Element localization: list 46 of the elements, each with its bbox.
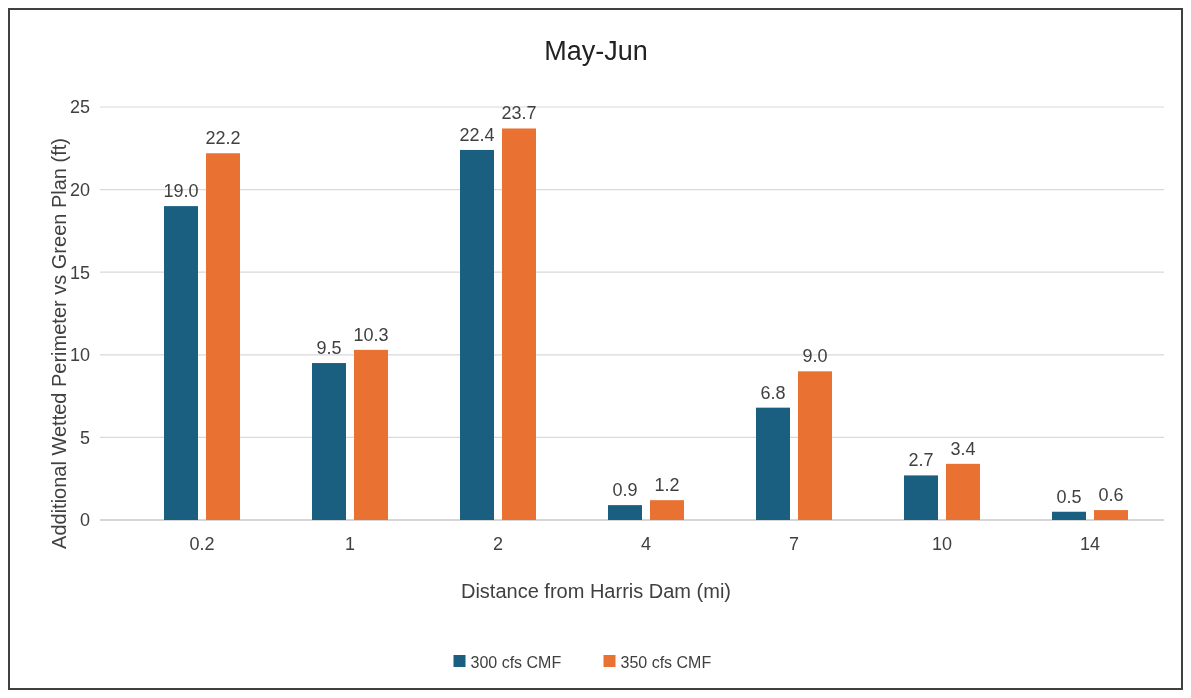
data-label: 19.0 [163,181,199,202]
x-tick-label: 1 [344,534,356,554]
bar [946,463,980,520]
data-label: 2.7 [908,450,934,471]
bar [164,206,198,520]
bar [502,128,536,520]
data-label: 0.6 [1098,485,1124,506]
y-tick-label: 20 [69,179,90,200]
y-tick-label: 25 [69,97,90,118]
bar [460,149,494,520]
x-tick-label: 4 [640,534,652,554]
bar [354,349,388,520]
y-tick-label: 15 [69,262,90,283]
x-tick-label: 0.2 [189,534,215,554]
data-label: 22.2 [205,128,241,149]
bar [650,500,684,520]
x-tick-label: 10 [931,534,953,554]
x-tick-label: 7 [788,534,800,554]
data-label: 9.0 [802,346,828,367]
bar [312,363,346,520]
data-label: 0.9 [612,480,638,501]
x-tick-label: 14 [1079,534,1101,554]
bar [1052,511,1086,520]
bar [798,371,832,520]
data-label: 22.4 [459,124,495,145]
legend-label: 350 cfs CMF [620,653,712,671]
data-label: 6.8 [760,382,786,403]
bar [756,407,790,520]
chart-title: May-Jun [544,36,648,66]
data-label: 1.2 [654,475,680,496]
bar [904,475,938,520]
legend-label: 300 cfs CMF [470,653,562,671]
data-label: 0.5 [1056,486,1082,507]
data-label: 23.7 [501,103,537,124]
data-label: 10.3 [353,324,389,345]
data-label: 3.4 [950,438,976,459]
y-tick-label: 10 [69,345,90,366]
bar [1094,510,1128,520]
y-tick-label: 0 [79,510,90,531]
data-label: 9.5 [316,338,342,359]
x-axis-title: Distance from Harris Dam (mi) [460,580,732,602]
bar [608,505,642,520]
y-axis-title: Additional Wetted Perimeter vs Green Plan (ft) [48,138,70,549]
bar [206,153,240,520]
x-tick-label: 2 [492,534,504,554]
y-tick-label: 5 [79,427,90,448]
